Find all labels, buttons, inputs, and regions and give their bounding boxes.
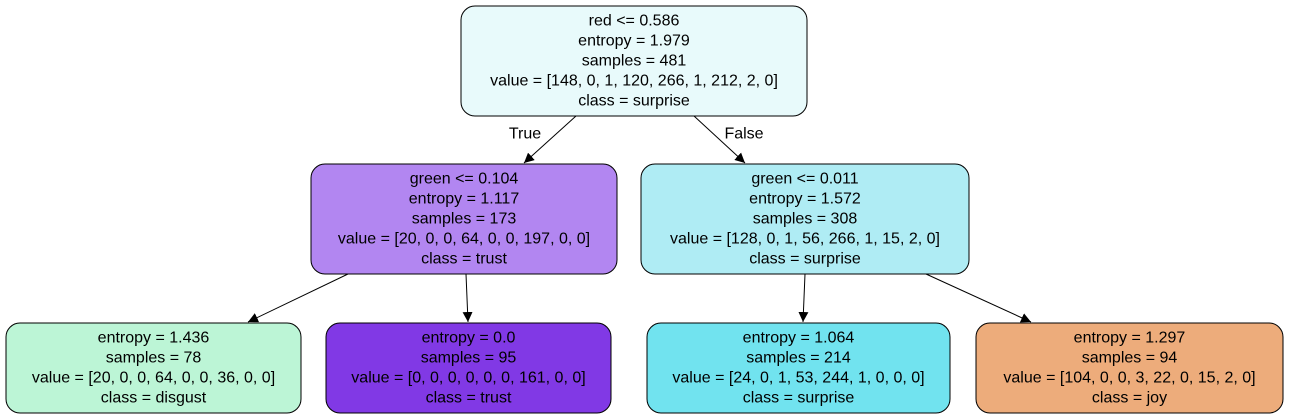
node-line: entropy = 1.572 xyxy=(749,191,861,208)
node-line: entropy = 1.117 xyxy=(409,191,520,208)
node-line: entropy = 0.0 xyxy=(422,330,516,347)
node-line: class = surprise xyxy=(578,93,690,110)
node-line: entropy = 1.436 xyxy=(98,330,210,347)
node-line: entropy = 1.297 xyxy=(1074,330,1186,347)
edge-label-false: False xyxy=(724,126,763,143)
node-box-rl xyxy=(646,322,951,414)
node-line: value = [20, 0, 0, 64, 0, 0, 36, 0, 0] xyxy=(32,370,275,387)
tree-node-right: green <= 0.011 entropy = 1.572 samples = 3… xyxy=(640,163,970,275)
edge-right-rr xyxy=(925,273,1032,323)
node-line: class = trust xyxy=(421,251,507,268)
tree-node-rl: entropy = 1.064 samples = 214 value = [24,… xyxy=(646,322,951,414)
node-line: entropy = 1.979 xyxy=(578,33,690,50)
node-line: value = [148, 0, 1, 120, 266, 1, 212, 2,… xyxy=(490,73,778,90)
node-line: samples = 173 xyxy=(412,211,517,228)
nodes: red <= 0.586 entropy = 1.979 samples = 481… xyxy=(5,5,1284,414)
tree-node-root: red <= 0.586 entropy = 1.979 samples = 481… xyxy=(460,5,808,117)
node-line: value = [24, 0, 1, 53, 244, 1, 0, 0, 0] xyxy=(672,370,924,387)
tree-node-ll: entropy = 1.436 samples = 78 value = [20, … xyxy=(5,322,302,414)
node-box-lr xyxy=(325,322,612,414)
edge-root-left xyxy=(523,115,577,164)
node-line: samples = 481 xyxy=(582,53,687,70)
node-line: red <= 0.586 xyxy=(589,13,680,30)
node-line: class = surprise xyxy=(743,390,855,407)
node-line: value = [0, 0, 0, 0, 0, 0, 161, 0, 0] xyxy=(351,370,585,387)
node-line: samples = 94 xyxy=(1082,350,1178,367)
edge-left-lr xyxy=(462,273,473,323)
node-box-root xyxy=(460,5,808,117)
edge-right-rl xyxy=(798,273,809,323)
edge-label-true: True xyxy=(509,126,541,143)
node-line: samples = 95 xyxy=(421,350,517,367)
node-box-rr xyxy=(975,322,1284,414)
tree-node-lr: entropy = 0.0 samples = 95 value = [0, 0, … xyxy=(325,322,612,414)
node-box-right xyxy=(640,163,970,275)
node-line: samples = 308 xyxy=(753,211,858,228)
node-line: entropy = 1.064 xyxy=(743,330,855,347)
node-line: green <= 0.011 xyxy=(751,171,858,188)
tree-node-left: green <= 0.104 entropy = 1.117 samples = 1… xyxy=(310,163,618,275)
tree-node-rr: entropy = 1.297 samples = 94 value = [104,… xyxy=(975,322,1284,414)
node-line: value = [20, 0, 0, 64, 0, 0, 197, 0, 0] xyxy=(338,231,590,248)
edge-root-right xyxy=(693,115,746,164)
node-line: class = surprise xyxy=(749,251,861,268)
node-line: class = disgust xyxy=(101,390,207,407)
node-line: samples = 214 xyxy=(746,350,851,367)
node-line: value = [128, 0, 1, 56, 266, 1, 15, 2, 0… xyxy=(670,231,940,248)
edges: True False xyxy=(247,115,1032,323)
node-line: class = trust xyxy=(426,390,512,407)
node-box-left xyxy=(310,163,618,275)
node-line: value = [104, 0, 0, 3, 22, 0, 15, 2, 0] xyxy=(1003,370,1255,387)
node-line: class = joy xyxy=(1092,390,1167,407)
edge-left-ll xyxy=(247,273,349,323)
node-line: samples = 78 xyxy=(106,350,202,367)
node-box-ll xyxy=(5,322,302,414)
node-line: green <= 0.104 xyxy=(410,171,519,188)
